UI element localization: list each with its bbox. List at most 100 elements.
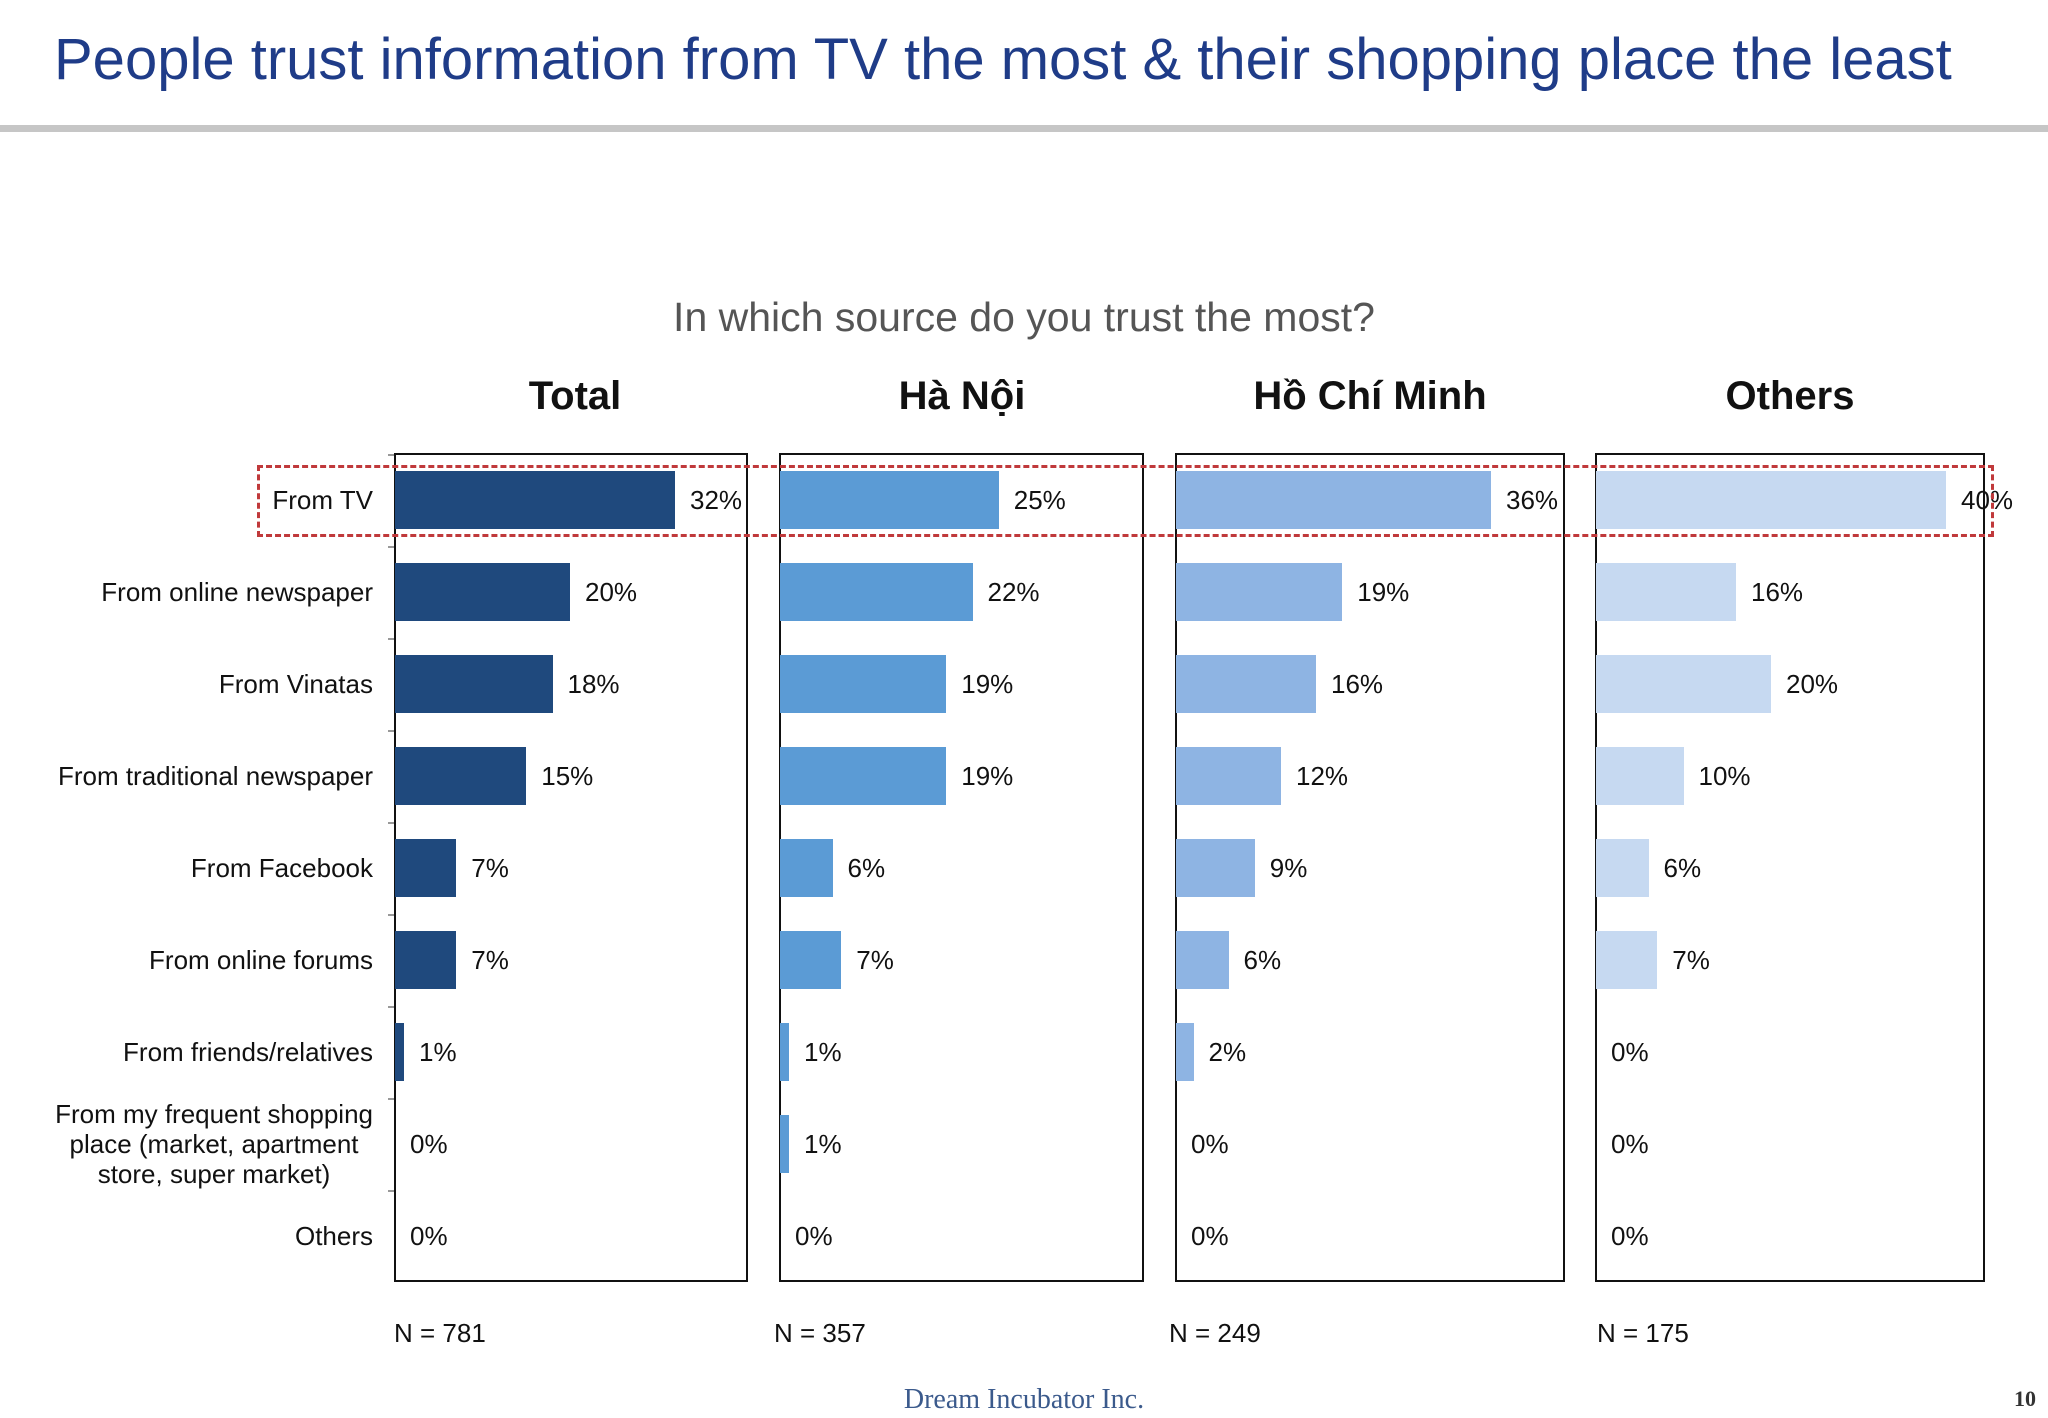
- category-label-others: Others: [295, 1221, 373, 1251]
- axis-tick: [388, 1006, 396, 1008]
- panel-ha-noi-bar: [780, 471, 999, 529]
- panel-ho-chi-minh-value-label: 36%: [1506, 485, 1559, 515]
- slide-title: People trust information from TV the mos…: [54, 27, 1952, 92]
- panel-ha-noi-value-label: 19%: [961, 761, 1014, 791]
- panel-ha-noi-value-label: 1%: [804, 1037, 842, 1067]
- panel-ho-chi-minh-bar: [1176, 471, 1491, 529]
- axis-tick: [388, 730, 396, 732]
- panel-ha-noi-sample-size: N = 357: [774, 1318, 866, 1348]
- category-label-line: store, super market): [97, 1159, 331, 1189]
- page-number: 10: [2014, 1386, 2036, 1411]
- panel-total-value-label: 7%: [471, 853, 509, 883]
- panel-ha-noi-value-label: 25%: [1013, 485, 1066, 515]
- panel-ho-chi-minh-bar: [1176, 563, 1343, 621]
- category-label-line: From TV: [272, 485, 373, 515]
- category-label-from-online-newspaper: From online newspaper: [101, 577, 373, 607]
- panel-others-bar: [1596, 931, 1658, 989]
- panel-ho-chi-minh-value-label: 16%: [1331, 669, 1384, 699]
- panel-ho-chi-minh-bar: [1176, 655, 1316, 713]
- panel-total-value-label: 15%: [541, 761, 594, 791]
- highlight-from-tv-row: [257, 465, 1994, 537]
- panel-ho-chi-minh-title: Hồ Chí Minh: [1253, 374, 1487, 418]
- panel-total-value-label: 20%: [585, 577, 638, 607]
- panel-ho-chi-minh-value-label: 2%: [1208, 1037, 1247, 1067]
- panel-ho-chi-minh-value-label: 19%: [1357, 577, 1410, 607]
- panel-ho-chi-minh-bar: [1176, 747, 1281, 805]
- panel-ha-noi-bar: [780, 931, 842, 989]
- panel-total-bar: [395, 931, 457, 989]
- panel-others-value-label: 0%: [1611, 1129, 1649, 1159]
- panel-others-value-label: 0%: [1611, 1037, 1649, 1067]
- panel-ho-chi-minh-bar: [1176, 839, 1255, 897]
- panel-others-bar: [1596, 471, 1946, 529]
- panel-others-bar: [1596, 747, 1684, 805]
- panel-ha-noi-value-label: 1%: [804, 1129, 842, 1159]
- category-label-from-online-forums: From online forums: [149, 945, 373, 975]
- panel-others-value-label: 10%: [1698, 761, 1751, 791]
- panel-others-value-label: 0%: [1611, 1221, 1649, 1251]
- category-label-line: place (market, apartment: [69, 1129, 359, 1159]
- title-divider: [0, 125, 2048, 132]
- panel-others-value-label: 16%: [1751, 577, 1804, 607]
- panel-others-bar: [1596, 839, 1649, 897]
- panel-ha-noi-bar: [780, 1115, 789, 1173]
- panel-ha-noi-bar: [780, 1023, 789, 1081]
- category-label-line: Others: [294, 1221, 373, 1251]
- panel-total-sample-size: N = 781: [394, 1318, 486, 1348]
- category-label-line: From traditional newspaper: [57, 761, 373, 791]
- category-label-from-my-frequent-shopping-plac: From my frequent shopping place (market, …: [55, 1099, 373, 1189]
- category-label-line: From online forums: [149, 945, 373, 975]
- panel-others-title: Others: [1725, 374, 1855, 418]
- panel-others-value-label: 40%: [1961, 485, 2014, 515]
- category-label-line: From Facebook: [190, 853, 373, 883]
- panel-ha-noi-value-label: 7%: [856, 945, 894, 975]
- panel-ha-noi-bar: [780, 839, 833, 897]
- footer-brand: Dream Incubator Inc.: [903, 1384, 1145, 1415]
- panel-others-bar: [1596, 655, 1771, 713]
- category-label-line: From online newspaper: [101, 577, 373, 607]
- panel-total-value-label: 7%: [471, 945, 509, 975]
- panel-ho-chi-minh-value-label: 9%: [1269, 853, 1308, 883]
- panel-total-bar: [395, 1023, 404, 1081]
- panel-others-sample-size: N = 175: [1597, 1318, 1689, 1348]
- axis-tick: [388, 454, 396, 456]
- panel-ho-chi-minh-sample-size: N = 249: [1169, 1318, 1261, 1348]
- panel-others-bar: [1596, 563, 1736, 621]
- axis-tick: [388, 822, 396, 824]
- panel-total-bar: [395, 747, 527, 805]
- axis-tick: [388, 546, 396, 548]
- panel-total-value-label: 0%: [410, 1221, 448, 1251]
- panel-total-bar: [395, 839, 457, 897]
- category-label-from-traditional-newspaper: From traditional newspaper: [58, 761, 373, 791]
- panel-ha-noi-bar: [780, 563, 973, 621]
- panel-ha-noi-value-label: 6%: [847, 853, 886, 883]
- axis-tick: [388, 914, 396, 916]
- panel-others-value-label: 6%: [1663, 853, 1702, 883]
- panel-ha-noi-value-label: 22%: [987, 577, 1040, 607]
- axis-tick: [388, 1098, 396, 1100]
- chart-question: In which source do you trust the most?: [673, 294, 1375, 340]
- category-label-line: From friends/relatives: [123, 1037, 373, 1067]
- panel-ho-chi-minh-value-label: 0%: [1191, 1129, 1229, 1159]
- panel-ho-chi-minh-bar: [1176, 1023, 1194, 1081]
- panel-ho-chi-minh-value-label: 0%: [1191, 1221, 1229, 1251]
- axis-tick: [388, 1190, 396, 1192]
- panel-total-bar: [395, 655, 553, 713]
- panel-total-value-label: 18%: [567, 669, 620, 699]
- axis-tick: [388, 638, 396, 640]
- category-label-from-facebook: From Facebook: [191, 853, 373, 883]
- panel-total-value-label: 1%: [419, 1037, 457, 1067]
- panel-total-bar: [395, 563, 570, 621]
- category-label-from-vinatas: From Vinatas: [219, 669, 373, 699]
- panel-ha-noi-value-label: 19%: [961, 669, 1014, 699]
- panel-others-value-label: 7%: [1672, 945, 1710, 975]
- panel-total-value-label: 0%: [410, 1129, 448, 1159]
- category-label-line: From my frequent shopping: [55, 1099, 373, 1129]
- panel-ho-chi-minh-value-label: 12%: [1296, 761, 1349, 791]
- category-label-from-tv: From TV: [272, 485, 373, 515]
- panel-total-title: Total: [528, 374, 622, 418]
- panel-total-bar: [395, 471, 675, 529]
- panel-ha-noi-bar: [780, 655, 947, 713]
- panel-ho-chi-minh-bar: [1176, 931, 1229, 989]
- panel-others-value-label: 20%: [1786, 669, 1839, 699]
